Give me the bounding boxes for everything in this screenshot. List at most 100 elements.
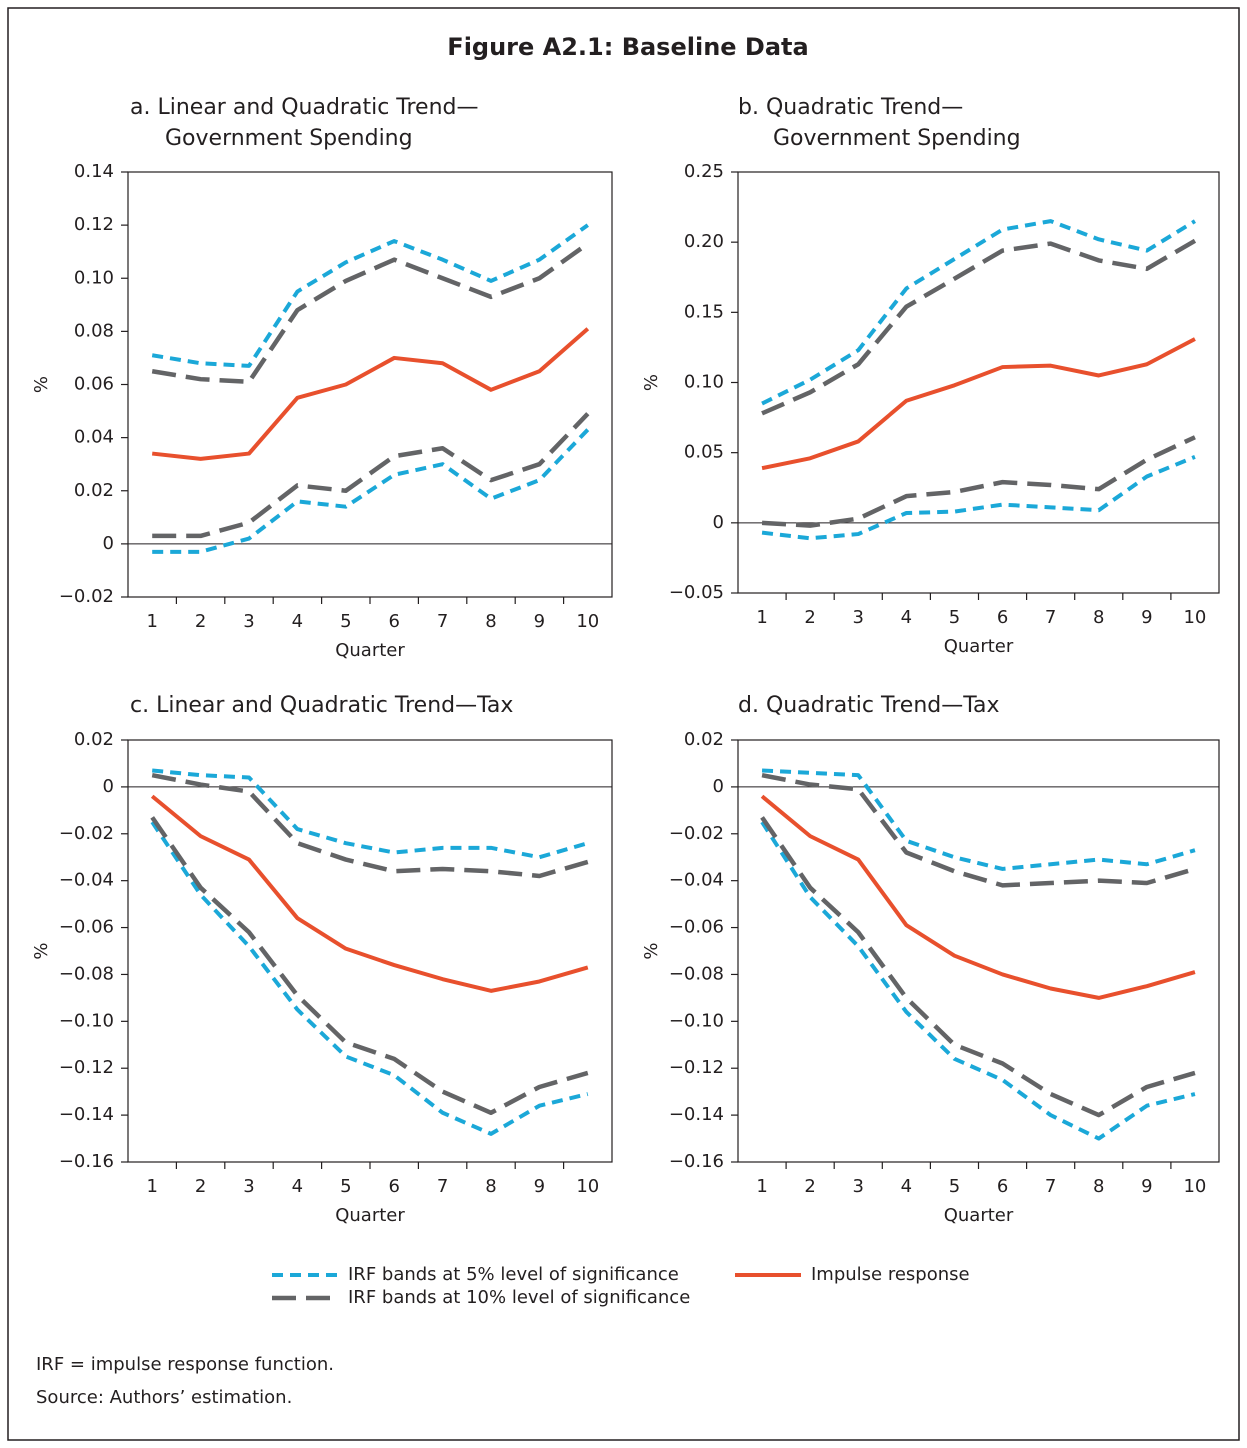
- legend-label: Impulse response: [811, 1264, 970, 1285]
- x-tick-label: 3: [853, 607, 864, 628]
- x-tick-label: 1: [756, 607, 767, 628]
- x-tick-label: 9: [1141, 1176, 1152, 1197]
- y-tick-label: −0.12: [59, 1057, 114, 1078]
- series-line: [152, 768, 589, 860]
- y-tick-label: −0.02: [59, 823, 114, 844]
- x-tick-label: 8: [485, 1176, 496, 1197]
- x-tick-label: 2: [804, 1176, 815, 1197]
- x-tick-label: 4: [901, 1176, 912, 1197]
- series-line: [761, 435, 1196, 528]
- series-line: [760, 794, 1196, 1000]
- x-tick-label: 7: [1045, 607, 1056, 628]
- y-tick-label: 0: [103, 533, 114, 554]
- plot-frame: [127, 171, 613, 598]
- series-line: [761, 219, 1196, 406]
- panel-title: Government Spending: [773, 126, 1021, 151]
- series-line: [152, 428, 590, 554]
- y-axis-label: %: [31, 942, 52, 959]
- y-tick-label: 0: [103, 776, 114, 797]
- y-tick-label: 0.02: [74, 480, 114, 501]
- x-tick-label: 10: [1183, 607, 1206, 628]
- x-tick-label: 4: [292, 1176, 303, 1197]
- x-tick-label: 7: [437, 611, 448, 632]
- x-tick-label: 10: [576, 1176, 599, 1197]
- y-tick-label: −0.10: [59, 1010, 114, 1031]
- x-tick-label: 2: [804, 607, 815, 628]
- figure-border: [7, 7, 1240, 1441]
- legend-label: IRF bands at 10% level of significance: [348, 1287, 690, 1308]
- y-tick-label: 0.25: [684, 161, 724, 182]
- x-axis-label: Quarter: [335, 1205, 405, 1226]
- y-tick-label: 0.08: [74, 320, 114, 341]
- note: IRF = impulse response function.: [36, 1354, 334, 1375]
- legend-label: IRF bands at 5% level of significance: [348, 1264, 679, 1285]
- x-tick-label: 6: [388, 1176, 399, 1197]
- y-tick-label: −0.16: [669, 1151, 724, 1172]
- y-tick-label: −0.06: [669, 917, 724, 938]
- y-axis-label: %: [31, 376, 52, 393]
- y-tick-label: 0.05: [684, 442, 724, 463]
- x-tick-label: 8: [1093, 607, 1104, 628]
- series-line: [761, 768, 1196, 871]
- y-tick-label: −0.05: [669, 582, 724, 603]
- x-tick-label: 9: [534, 611, 545, 632]
- x-tick-label: 5: [949, 1176, 960, 1197]
- x-tick-label: 10: [1183, 1176, 1206, 1197]
- y-tick-label: −0.02: [669, 823, 724, 844]
- x-tick-label: 8: [1093, 1176, 1104, 1197]
- series-line: [151, 241, 590, 385]
- series-line: [761, 238, 1197, 416]
- y-tick-label: 0.02: [74, 729, 114, 750]
- y-tick-label: 0.15: [684, 301, 724, 322]
- y-tick-label: −0.08: [59, 963, 114, 984]
- x-tick-label: 10: [576, 611, 599, 632]
- y-tick-label: 0.10: [684, 372, 724, 393]
- series-line: [151, 772, 589, 879]
- y-tick-label: −0.14: [59, 1104, 114, 1125]
- y-tick-label: −0.16: [59, 1151, 114, 1172]
- x-tick-label: 3: [243, 1176, 254, 1197]
- x-tick-label: 5: [949, 607, 960, 628]
- x-axis-label: Quarter: [335, 640, 405, 661]
- x-tick-label: 5: [340, 1176, 351, 1197]
- x-tick-label: 1: [146, 611, 157, 632]
- plot-frame: [737, 739, 1220, 1163]
- figure-title: Figure A2.1: Baseline Data: [447, 33, 808, 61]
- y-tick-label: −0.08: [669, 963, 724, 984]
- x-tick-label: 2: [195, 1176, 206, 1197]
- x-tick-label: 2: [195, 611, 206, 632]
- series-line: [150, 794, 589, 993]
- series-line: [150, 820, 589, 1136]
- y-tick-label: 0.20: [684, 231, 724, 252]
- x-tick-label: 6: [388, 611, 399, 632]
- series-line: [761, 337, 1196, 471]
- y-tick-label: 0.06: [74, 374, 114, 395]
- y-tick-label: 0.14: [74, 161, 114, 182]
- series-line: [760, 820, 1196, 1141]
- series-line: [151, 223, 589, 368]
- y-axis-label: %: [641, 942, 662, 959]
- series-line: [760, 816, 1196, 1118]
- y-tick-label: 0.02: [684, 729, 724, 750]
- y-tick-label: 0: [713, 776, 724, 797]
- series-line: [151, 327, 590, 461]
- panel-title: a. Linear and Quadratic Trend—: [130, 95, 479, 120]
- series-line: [761, 772, 1196, 888]
- y-tick-label: 0.04: [74, 427, 114, 448]
- x-tick-label: 6: [997, 1176, 1008, 1197]
- y-tick-label: −0.06: [59, 917, 114, 938]
- plot-frame: [737, 171, 1220, 594]
- y-tick-label: −0.02: [59, 586, 114, 607]
- panel-title: b. Quadratic Trend—: [738, 95, 963, 120]
- x-axis-label: Quarter: [944, 1205, 1014, 1226]
- y-tick-label: −0.04: [669, 870, 724, 891]
- plot-frame: [127, 739, 613, 1163]
- x-tick-label: 3: [853, 1176, 864, 1197]
- x-tick-label: 6: [997, 607, 1008, 628]
- series-line: [761, 455, 1196, 541]
- x-tick-label: 7: [1045, 1176, 1056, 1197]
- x-tick-label: 9: [534, 1176, 545, 1197]
- x-tick-label: 4: [292, 611, 303, 632]
- y-tick-label: 0.12: [74, 214, 114, 235]
